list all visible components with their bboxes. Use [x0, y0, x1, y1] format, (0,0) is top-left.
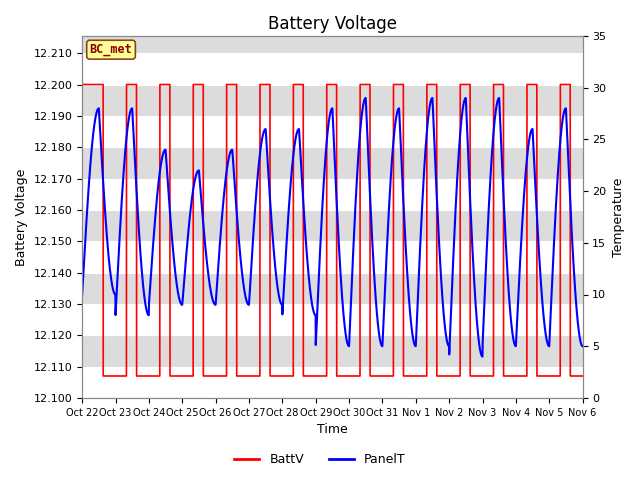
- Bar: [82, 84, 582, 116]
- Y-axis label: Battery Voltage: Battery Voltage: [15, 168, 28, 265]
- Bar: [82, 179, 582, 210]
- Title: Battery Voltage: Battery Voltage: [268, 15, 397, 33]
- Bar: [82, 273, 582, 304]
- Bar: [82, 147, 582, 179]
- Legend: BattV, PanelT: BattV, PanelT: [229, 448, 411, 471]
- Bar: [82, 53, 582, 84]
- Y-axis label: Temperature: Temperature: [612, 177, 625, 257]
- Bar: [82, 116, 582, 147]
- Text: BC_met: BC_met: [90, 43, 132, 56]
- X-axis label: Time: Time: [317, 423, 348, 436]
- Bar: [82, 241, 582, 273]
- Bar: [82, 304, 582, 335]
- Bar: [82, 210, 582, 241]
- Bar: [82, 335, 582, 367]
- Bar: [82, 367, 582, 398]
